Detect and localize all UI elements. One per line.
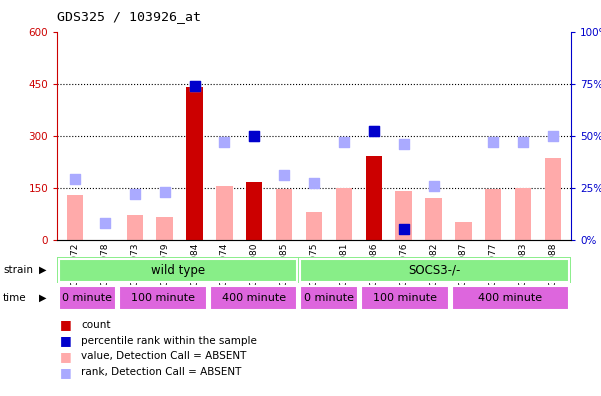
Bar [67,194,83,240]
Bar [59,286,116,310]
Bar [119,286,207,310]
Text: ▶: ▶ [39,293,46,303]
Bar [545,158,561,240]
Bar [246,183,263,240]
Text: 100 minute: 100 minute [131,293,195,303]
Bar [59,259,297,282]
Bar [210,286,297,310]
Text: ■: ■ [60,334,72,347]
Text: ■: ■ [60,350,72,363]
Text: ■: ■ [60,366,72,379]
Text: wild type: wild type [151,264,205,277]
Point [100,220,110,226]
Point [399,141,409,147]
Bar [515,188,531,240]
Bar [216,186,233,240]
Text: 400 minute: 400 minute [222,293,285,303]
Point [369,128,379,135]
Bar [451,286,569,310]
Bar [300,259,569,282]
Text: GDS325 / 103926_at: GDS325 / 103926_at [57,10,201,23]
Point [518,139,528,145]
Bar [306,212,322,240]
Text: 0 minute: 0 minute [63,293,112,303]
Bar [276,189,292,240]
Text: 400 minute: 400 minute [478,293,543,303]
Point [70,176,80,183]
Bar [395,191,412,240]
Text: SOCS3-/-: SOCS3-/- [409,264,461,277]
Bar [426,198,442,240]
Point [249,132,259,139]
Text: strain: strain [3,265,33,275]
Point [339,139,349,145]
Bar [300,286,358,310]
Bar [485,189,501,240]
Point [548,132,558,139]
Bar [336,188,352,240]
Bar [156,217,173,240]
Text: rank, Detection Call = ABSENT: rank, Detection Call = ABSENT [81,367,242,377]
Bar [361,286,448,310]
Point [190,82,200,89]
Text: 100 minute: 100 minute [373,293,437,303]
Point [219,139,229,145]
Point [369,128,379,135]
Point [399,226,409,232]
Point [130,190,139,197]
Point [190,82,200,89]
Text: ■: ■ [60,318,72,331]
Text: value, Detection Call = ABSENT: value, Detection Call = ABSENT [81,351,246,362]
Text: time: time [3,293,26,303]
Text: percentile rank within the sample: percentile rank within the sample [81,335,257,346]
Text: ▶: ▶ [39,265,46,275]
Bar [186,87,203,240]
Point [489,139,498,145]
Text: 0 minute: 0 minute [304,293,354,303]
Bar [127,215,143,240]
Point [309,180,319,187]
Bar [455,222,472,240]
Point [429,182,438,188]
Bar [365,156,382,240]
Point [279,172,289,178]
Text: count: count [81,320,111,330]
Point [160,188,169,195]
Point [249,132,259,139]
